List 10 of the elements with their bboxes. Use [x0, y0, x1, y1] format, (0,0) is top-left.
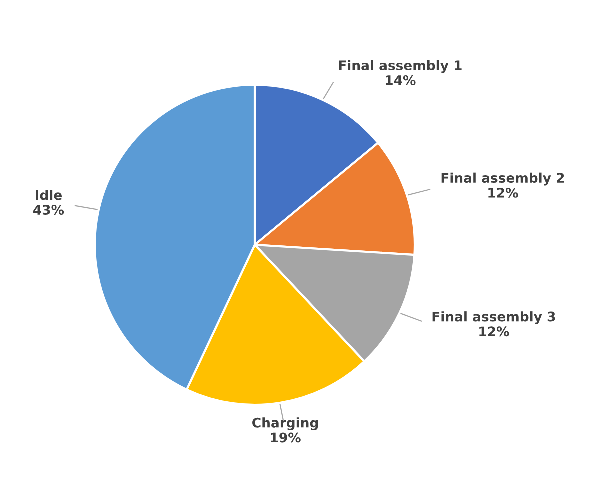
slice-label: Final assembly 2 [442, 172, 564, 186]
slice-label: Idle [36, 190, 62, 200]
data-label: 12% [488, 188, 518, 198]
data-label: 19% [271, 432, 301, 443]
data-label: 12% [480, 326, 510, 337]
slice-label: Final assembly 3 [432, 312, 556, 324]
data-label: 14% [386, 75, 416, 86]
slice-label: Charging [252, 418, 318, 431]
data-label: 43% [34, 205, 64, 216]
slice-label: Final assembly 1 [339, 60, 462, 74]
